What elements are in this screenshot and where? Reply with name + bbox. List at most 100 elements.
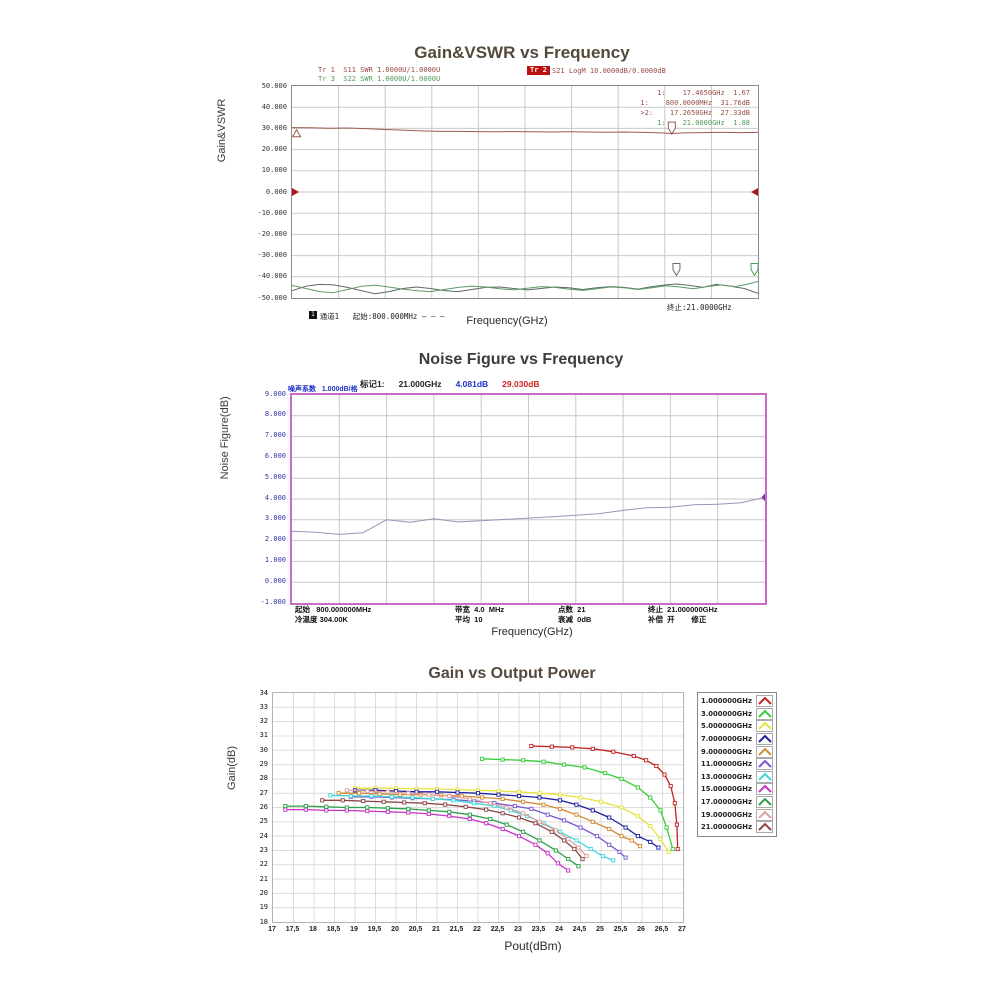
x-tick-label: 24,5 <box>572 926 587 933</box>
x-tick-label: 20 <box>391 926 399 933</box>
y-tick-label: 33 <box>259 702 268 711</box>
y-tick-label: 32 <box>259 717 268 726</box>
chart2-footer-column: 起始 800.000000MHz 冷温度 304.00K <box>295 605 371 624</box>
y-tick-label: 25 <box>259 817 268 826</box>
legend-label: 19.00000GHz <box>701 810 752 819</box>
marker-header-segment: 21.000GHz <box>398 379 442 389</box>
x-tick-label: 22 <box>473 926 481 933</box>
x-tick-label: 21 <box>432 926 440 933</box>
legend-label: 5.000000GHz <box>701 722 752 731</box>
x-tick-label: 25 <box>596 926 604 933</box>
y-tick-label: 8.000 <box>264 410 286 419</box>
y-tick-label: 20.000 <box>261 145 287 154</box>
y-tick-label: 21 <box>259 874 268 883</box>
y-tick-label: -40.000 <box>257 272 287 281</box>
x-tick-label: 19,5 <box>367 926 382 933</box>
legend-label: 15.00000GHz <box>701 785 752 794</box>
y-tick-label: 5.000 <box>264 472 286 481</box>
legend-chevron-icon <box>755 758 773 771</box>
y-tick-label: 50.000 <box>261 81 287 90</box>
x-tick-label: 23 <box>514 926 522 933</box>
x-tick-label: 18 <box>309 926 317 933</box>
chart2-x-axis-label: Frequency(GHz) <box>491 626 573 638</box>
marker-readout-row: 1: 21.0000GHz 1.88 <box>657 119 750 127</box>
y-tick-label: -10.000 <box>257 208 287 217</box>
x-tick-label: 25,5 <box>613 926 628 933</box>
chart1-trace2-legend: S21 LogM 10.0000dB/0.0000dB <box>552 67 666 75</box>
y-tick-label: 34 <box>259 688 268 697</box>
chart3-legend: 1.000000GHz 3.000000GHz 5.000000GHz 7.00000… <box>697 692 777 837</box>
y-tick-label: 18 <box>259 917 268 926</box>
chart3-plot-area <box>272 692 684 923</box>
footer-field: 衰减 0dB <box>558 614 592 624</box>
y-tick-label: 26 <box>259 803 268 811</box>
marker-readout-row: 1: 800.0000MHz 31.76dB <box>640 99 750 107</box>
legend-item: 7.000000GHz <box>701 733 773 746</box>
chart2-marker-readout: 标记1: 21.000GHz 4.081dB 29.030dB <box>360 374 554 392</box>
y-tick-label: 29 <box>259 760 268 769</box>
x-tick-label: 22,5 <box>490 926 505 933</box>
x-tick-label: 24 <box>555 926 563 933</box>
legend-chevron-icon <box>755 733 773 746</box>
legend-item: 11.00000GHz <box>701 758 773 771</box>
legend-chevron-icon <box>755 796 773 809</box>
legend-item: 9.000000GHz <box>701 745 773 758</box>
chart1-channel-box: 1 <box>309 311 317 319</box>
chart1-stop-frequency: 终止:21.0000GHz <box>667 303 732 312</box>
chart3-title: Gain vs Output Power <box>428 665 596 682</box>
legend-item: 1.000000GHz <box>701 695 773 708</box>
y-tick-label: 0.000 <box>264 576 286 585</box>
y-tick-label: 40.000 <box>261 102 287 111</box>
chart1-start-frequency: 通道1 起始:800.000MHz — — — <box>319 312 445 321</box>
y-tick-label: 7.000 <box>264 431 286 440</box>
chart1-trace1-legend: Tr 1 S11 SWR 1.0000U/1.0000U <box>318 66 441 74</box>
legend-label: 13.00000GHz <box>701 772 752 781</box>
y-tick-label: 24 <box>259 831 268 840</box>
legend-item: 21.00000GHz <box>701 821 773 834</box>
chart2-footer-column: 点数 21 衰减 0dB <box>558 605 591 624</box>
chart1-title: Gain&VSWR vs Frequency <box>414 43 630 62</box>
chart1-trace3-legend: Tr 3 S22 SWR 1.0000U/1.0000U <box>318 75 441 83</box>
legend-chevron-icon <box>755 720 773 733</box>
marker-header-segment: 4.081dB <box>455 379 489 389</box>
marker-header-segment: 29.030dB <box>502 379 540 389</box>
chart2-canvas <box>292 395 765 603</box>
marker-readout-row: 1: 17.4650GHz 1.67 <box>657 89 750 97</box>
chart3-x-axis-label: Pout(dBm) <box>504 939 562 953</box>
y-tick-label: 20 <box>259 888 268 897</box>
y-tick-label: 1.000 <box>264 555 286 564</box>
y-tick-label: 30.000 <box>261 123 287 132</box>
chart2-title: Noise Figure vs Frequency <box>418 351 624 368</box>
y-tick-label: 10.000 <box>261 166 287 175</box>
y-tick-label: 31 <box>259 731 268 740</box>
y-tick-label: 3.000 <box>264 514 286 523</box>
y-tick-label: -1.000 <box>260 597 286 606</box>
marker-header-segment: 标记1: <box>360 379 385 389</box>
chart1-footer-left: 1 通道1 起始:800.000MHz — — — <box>291 302 445 331</box>
x-tick-label: 27 <box>678 926 686 933</box>
chart2-footer-column: 带宽 4.0 MHz 平均 10 <box>455 605 504 624</box>
legend-item: 15.00000GHz <box>701 783 773 796</box>
legend-label: 1.000000GHz <box>701 697 752 706</box>
footer-field: 点数 21 <box>558 605 586 614</box>
legend-item: 5.000000GHz <box>701 720 773 733</box>
chart1-plot-area: 1: 17.4650GHz 1.67 1: 800.0000MHz 31.76dB… <box>291 85 759 299</box>
x-tick-label: 18,5 <box>326 926 341 933</box>
y-tick-label: -20.000 <box>257 229 287 238</box>
y-tick-label: 0.000 <box>265 187 287 196</box>
legend-label: 17.00000GHz <box>701 798 752 807</box>
legend-label: 7.000000GHz <box>701 735 752 744</box>
y-tick-label: 23 <box>259 845 268 854</box>
legend-label: 11.00000GHz <box>701 760 752 769</box>
chart1-canvas <box>292 86 758 298</box>
x-tick-label: 26,5 <box>654 926 669 933</box>
footer-field: 带宽 4.0 MHz <box>455 605 505 614</box>
footer-field: 平均 10 <box>455 614 483 624</box>
x-tick-label: 17,5 <box>285 926 300 933</box>
x-tick-label: 17 <box>268 926 276 933</box>
legend-chevron-icon <box>755 745 773 758</box>
y-tick-label: 27 <box>259 788 268 797</box>
chart1-x-axis-label: Frequency(GHz) <box>466 315 548 327</box>
legend-item: 3.000000GHz <box>701 707 773 721</box>
